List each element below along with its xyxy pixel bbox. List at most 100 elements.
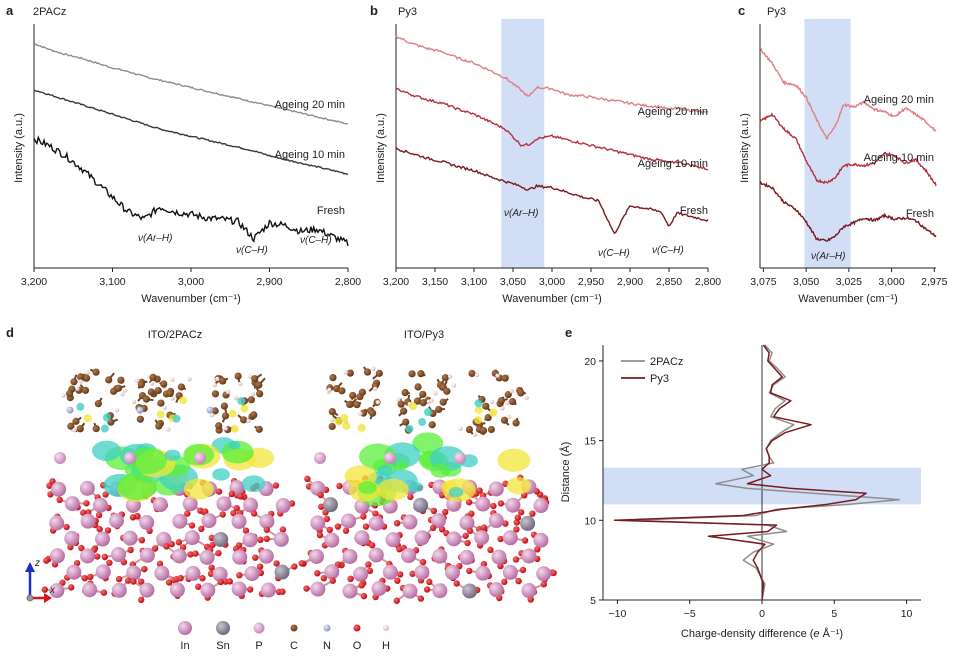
panel-b-peak-ch2: ν(C–H) (652, 245, 684, 256)
panel-a-letter: a (6, 3, 14, 18)
panel-c-ticks: 3,075 3,050 3,025 3,000 2,975 (750, 268, 948, 288)
series-line-ageing-10-min (395, 87, 709, 171)
tick-label: 2,950 (578, 276, 604, 288)
panel-a: a 2PACz Intensity (a.u.) 3,200 3,100 3,000… (6, 3, 361, 305)
tick-label: −5 (684, 608, 696, 620)
panel-a-curve-label-20: Ageing 20 min (275, 99, 345, 111)
legend-2pacz: 2PACz (650, 356, 683, 368)
tick-label: 3,200 (383, 276, 409, 288)
panel-a-peak-ch2: ν(C–H) (300, 235, 332, 246)
tick-label: 3,100 (461, 276, 487, 288)
panel-c-xlabel: Wavenumber (cm⁻¹) (798, 293, 898, 305)
tick-label: 5 (831, 608, 837, 620)
panel-c-peak-arh: ν(Ar–H) (811, 251, 845, 262)
panel-c-highlight-band (804, 19, 851, 268)
panel-e-ylabel: Distance (Å) (559, 442, 572, 503)
tick-label: 3,200 (21, 276, 47, 288)
panel-d-title-right: ITO/Py3 (404, 329, 444, 341)
panel-c-curve-label-20: Ageing 20 min (864, 94, 934, 106)
atom-legend: In Sn P C N O H (178, 621, 390, 652)
legend-atom-p (253, 622, 265, 634)
panel-a-ticks: 3,200 3,100 3,000 2,900 2,800 (21, 268, 361, 288)
panel-c-title: Py3 (767, 6, 786, 18)
legend-atom-in (178, 621, 192, 635)
panel-c-ylabel: Intensity (a.u.) (739, 113, 751, 183)
panel-b-curve-label-fresh: Fresh (680, 205, 708, 217)
panel-e: e −10 −5 0 5 10 5 10 15 20 2PACz Py3 Distance (Å… (559, 325, 921, 640)
tick-label: 3,025 (836, 276, 862, 288)
tick-label: 3,000 (539, 276, 565, 288)
series-line-ageing-20-min (759, 47, 937, 140)
panel-c-curve-label-fresh: Fresh (906, 208, 934, 220)
panel-c-curves (759, 47, 937, 242)
panel-e-xlabel: Charge-density difference (e Å⁻¹) (681, 627, 843, 640)
tick-label: 2,975 (921, 276, 947, 288)
panel-b-ticks: 3,200 3,150 3,100 3,050 3,000 2,950 2,900 2,850… (383, 268, 721, 288)
panel-b-peak-arh: ν(Ar–H) (504, 208, 538, 219)
panel-e-ticks: −10 −5 0 5 10 5 10 15 20 (584, 356, 912, 620)
tick-label: 10 (584, 515, 596, 527)
legend-atom-c (290, 624, 298, 632)
series-line-fresh (33, 135, 349, 246)
legend-atom-sn (216, 621, 230, 635)
panel-c-curve-label-10: Ageing 10 min (864, 152, 934, 164)
tick-label: 2,800 (695, 276, 721, 288)
legend-atom-n (323, 624, 331, 632)
panel-b-ylabel: Intensity (a.u.) (375, 113, 387, 183)
tick-label: 3,050 (500, 276, 526, 288)
tick-label: 3,000 (878, 276, 904, 288)
panel-b: b Py3 Intensity (a.u.) 3,200 3,150 3,100 3,… (370, 3, 721, 305)
series-line-ageing-20-min (33, 42, 349, 125)
axis-x-label: x (49, 585, 56, 596)
legend-label-sn: Sn (216, 640, 229, 652)
tick-label: 2,900 (617, 276, 643, 288)
series-line-fresh (759, 180, 937, 242)
molecule-ito-py3 (298, 366, 557, 604)
panel-a-title: 2PACz (33, 6, 66, 18)
panel-b-curves (395, 35, 709, 235)
panel-b-title: Py3 (398, 6, 417, 18)
panel-a-curves (33, 42, 349, 246)
series-line-ageing-10-min (759, 112, 937, 187)
legend-atom-o (353, 624, 361, 632)
panel-b-xlabel: Wavenumber (cm⁻¹) (502, 293, 602, 305)
tick-label: 2,900 (256, 276, 282, 288)
panel-b-curve-label-10: Ageing 10 min (638, 158, 708, 170)
tick-label: −10 (609, 608, 627, 620)
panel-b-letter: b (370, 3, 378, 18)
panel-a-curve-label-fresh: Fresh (317, 205, 345, 217)
tick-label: 10 (901, 608, 913, 620)
panel-c-letter: c (738, 3, 745, 18)
panel-e-legend: 2PACz Py3 (621, 356, 683, 385)
series-line-py3 (613, 344, 867, 601)
tick-label: 15 (584, 436, 596, 448)
tick-label: 2,850 (656, 276, 682, 288)
legend-label-in: In (180, 640, 189, 652)
tick-label: 3,075 (750, 276, 776, 288)
legend-label-n: N (323, 640, 331, 652)
tick-label: 3,000 (178, 276, 204, 288)
tick-label: 2,800 (335, 276, 361, 288)
panel-a-ylabel: Intensity (a.u.) (13, 113, 25, 183)
legend-label-h: H (382, 640, 390, 652)
panel-b-peak-ch1: ν(C–H) (598, 248, 630, 259)
tick-label: 3,150 (422, 276, 448, 288)
panel-e-curves (613, 344, 901, 601)
legend-py3: Py3 (650, 373, 669, 385)
panel-d-letter: d (6, 325, 14, 340)
panel-d-title-left: ITO/2PACz (148, 329, 203, 341)
panel-a-peak-arh: ν(Ar–H) (138, 233, 172, 244)
molecule-ito-2pacz (41, 368, 298, 604)
axes-indicator: z x (25, 558, 56, 603)
panel-a-peak-ch1: ν(C–H) (236, 245, 268, 256)
series-line-ageing-10-min (33, 89, 349, 176)
panel-c: c Py3 Intensity (a.u.) 3,075 3,050 3,025 3,… (738, 3, 948, 305)
panel-e-letter: e (565, 325, 572, 340)
tick-label: 20 (584, 356, 596, 368)
legend-label-c: C (290, 640, 298, 652)
axis-z-label: z (34, 558, 40, 569)
legend-label-p: P (255, 640, 262, 652)
panel-b-highlight-band (501, 19, 545, 268)
tick-label: 3,100 (99, 276, 125, 288)
